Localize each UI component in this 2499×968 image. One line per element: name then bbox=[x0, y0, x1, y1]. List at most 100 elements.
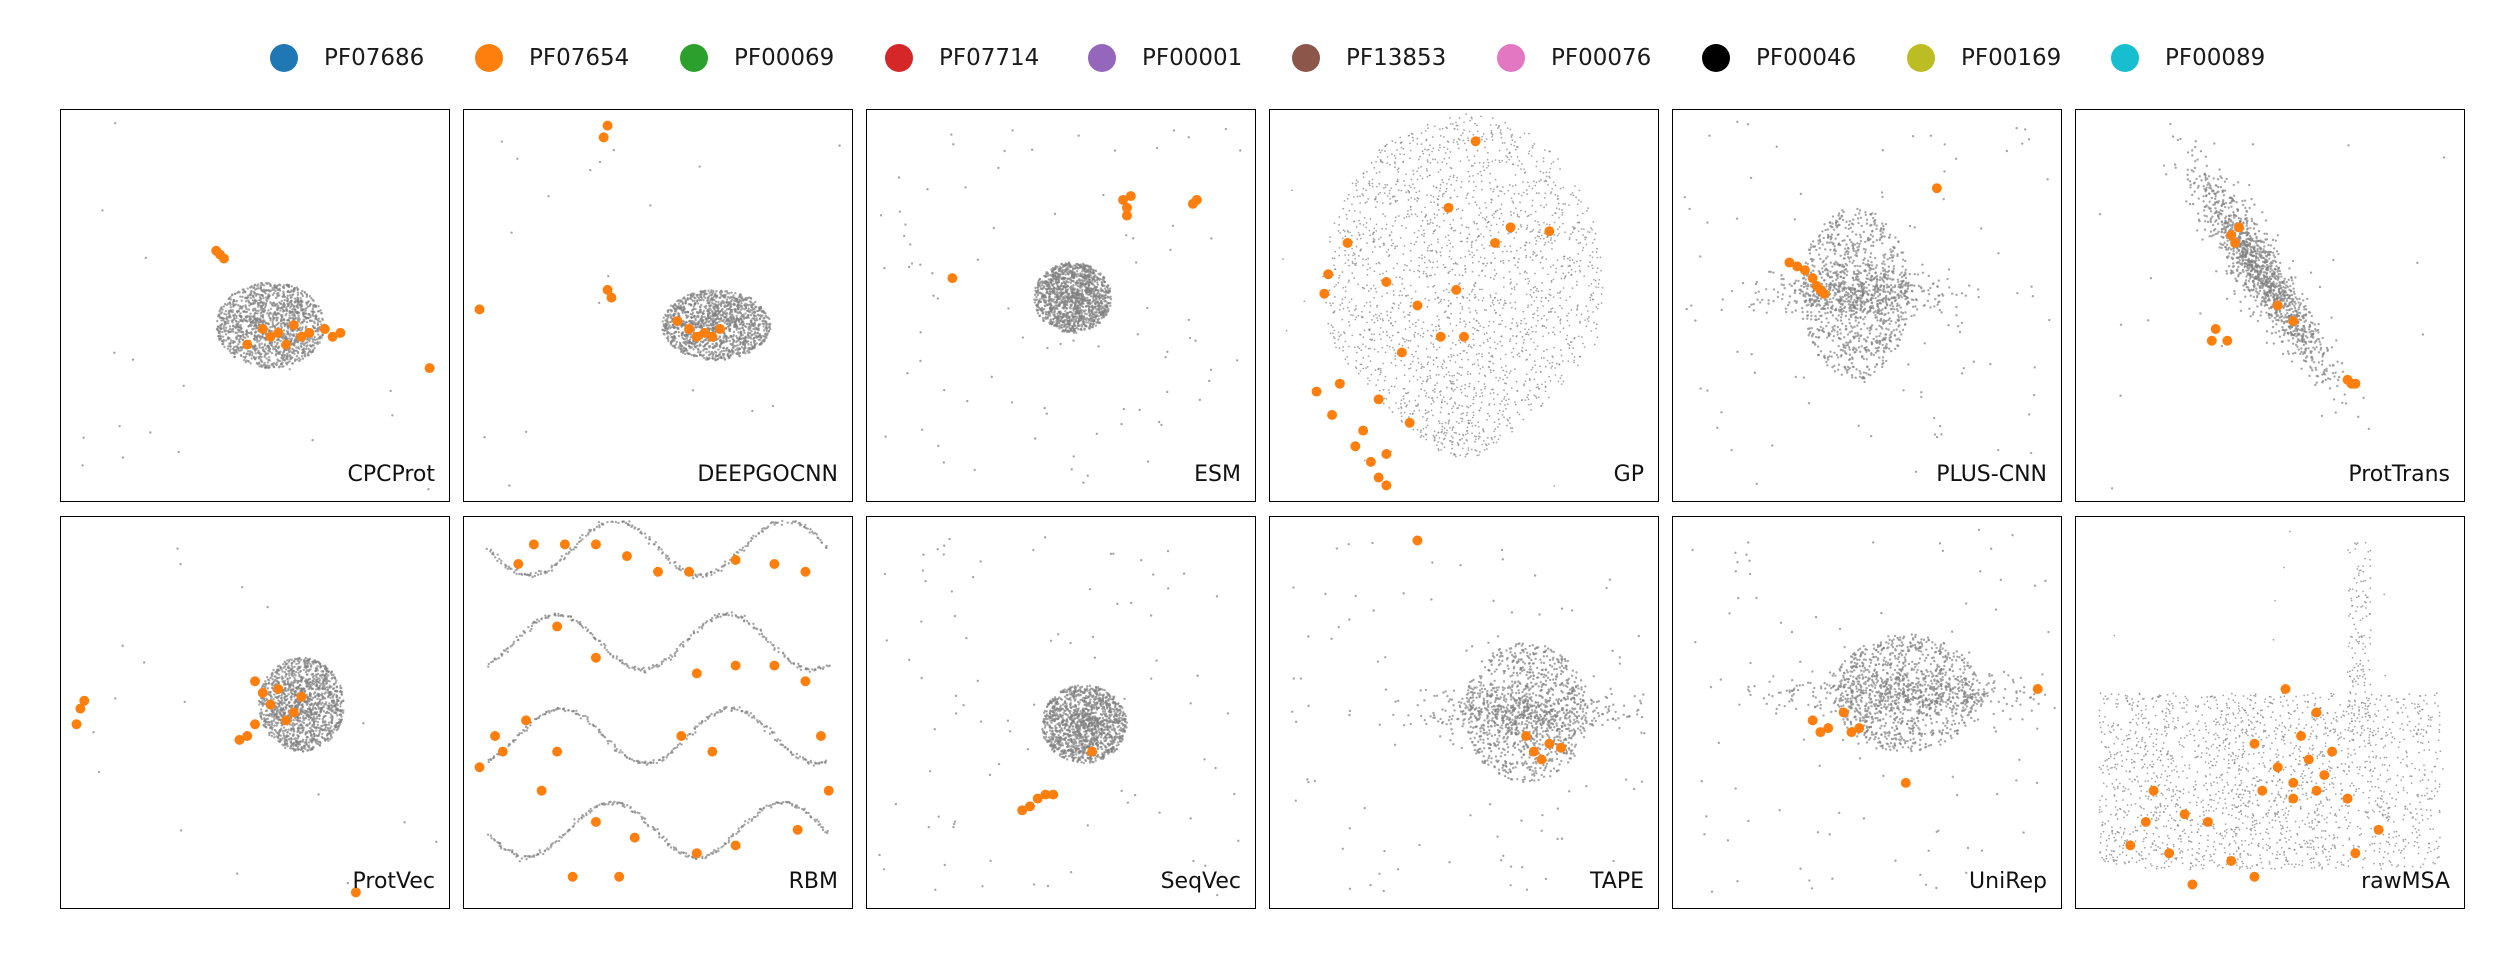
background-point bbox=[1468, 130, 1471, 133]
background-point bbox=[1580, 227, 1583, 230]
background-point bbox=[685, 335, 688, 338]
background-point bbox=[729, 334, 733, 338]
background-point bbox=[316, 310, 320, 313]
background-point bbox=[1339, 304, 1342, 306]
background-point bbox=[677, 330, 681, 334]
background-point bbox=[1106, 310, 1109, 313]
background-point bbox=[1083, 264, 1086, 267]
background-point bbox=[1078, 289, 1081, 292]
background-point bbox=[276, 292, 279, 295]
background-point bbox=[1089, 320, 1093, 323]
background-point bbox=[1386, 195, 1389, 197]
background-point bbox=[1582, 246, 1585, 249]
background-point bbox=[1498, 217, 1501, 220]
background-point bbox=[288, 334, 292, 338]
background-point bbox=[301, 320, 304, 324]
background-point bbox=[1057, 291, 1061, 294]
background-point bbox=[1083, 299, 1087, 303]
background-point bbox=[1103, 304, 1106, 307]
background-point bbox=[263, 306, 267, 309]
background-point bbox=[712, 289, 715, 293]
highlight-point bbox=[602, 120, 613, 131]
background-point bbox=[694, 318, 697, 322]
background-point bbox=[273, 362, 276, 365]
background-point bbox=[768, 317, 771, 321]
background-point bbox=[1108, 287, 1112, 290]
background-point bbox=[252, 345, 255, 348]
background-point bbox=[711, 301, 714, 305]
background-point bbox=[314, 329, 317, 333]
background-point bbox=[1533, 360, 1536, 363]
background-point bbox=[280, 299, 284, 303]
background-point bbox=[1088, 299, 1092, 302]
background-point bbox=[1067, 325, 1071, 328]
background-point bbox=[765, 326, 769, 329]
background-point bbox=[286, 283, 289, 287]
background-point bbox=[1545, 180, 1548, 183]
background-point bbox=[748, 350, 751, 354]
panel-deepgocnn: DEEPGOCNN bbox=[463, 109, 853, 502]
background-point bbox=[1011, 129, 1014, 132]
background-point bbox=[728, 339, 732, 343]
legend-label: PF07654 bbox=[529, 45, 630, 71]
background-point bbox=[1495, 272, 1498, 275]
background-point bbox=[679, 300, 682, 303]
background-point bbox=[1087, 278, 1091, 281]
background-point bbox=[1448, 178, 1450, 181]
background-point bbox=[731, 335, 735, 338]
background-point bbox=[264, 304, 267, 307]
background-point bbox=[1075, 299, 1079, 302]
legend-marker bbox=[1088, 44, 1116, 72]
background-point bbox=[231, 293, 234, 296]
background-point bbox=[713, 307, 716, 310]
background-point bbox=[1090, 311, 1094, 314]
background-point bbox=[1527, 282, 1530, 285]
background-point bbox=[1418, 409, 1421, 412]
background-point bbox=[1409, 208, 1412, 211]
background-point bbox=[1080, 325, 1084, 328]
background-point bbox=[1478, 322, 1480, 325]
background-point bbox=[1076, 281, 1079, 285]
background-point bbox=[722, 349, 726, 353]
background-point bbox=[253, 291, 256, 294]
background-point bbox=[711, 357, 714, 360]
background-point bbox=[290, 304, 293, 308]
background-point bbox=[279, 320, 283, 323]
background-point bbox=[261, 307, 264, 311]
background-point bbox=[665, 319, 668, 322]
background-point bbox=[699, 350, 702, 353]
background-point bbox=[711, 317, 715, 321]
background-point bbox=[765, 329, 768, 333]
background-point bbox=[740, 345, 744, 349]
background-point bbox=[745, 316, 748, 319]
background-point bbox=[696, 311, 699, 315]
background-point bbox=[689, 341, 693, 345]
background-point bbox=[1063, 285, 1066, 289]
background-point bbox=[744, 296, 748, 300]
background-point bbox=[1095, 278, 1099, 282]
background-point bbox=[1041, 316, 1045, 320]
background-point bbox=[1341, 271, 1344, 273]
background-point bbox=[250, 293, 253, 296]
background-point bbox=[907, 265, 911, 269]
background-points bbox=[879, 127, 1242, 484]
background-point bbox=[1003, 149, 1006, 153]
background-point bbox=[1475, 394, 1478, 397]
background-point bbox=[1083, 273, 1086, 276]
background-point bbox=[258, 299, 261, 302]
background-point bbox=[312, 326, 315, 329]
background-point bbox=[285, 308, 289, 311]
background-point bbox=[1352, 196, 1355, 198]
legend-marker bbox=[1907, 44, 1935, 72]
background-point bbox=[274, 345, 277, 348]
background-point bbox=[1373, 348, 1376, 351]
background-point bbox=[1054, 295, 1057, 299]
background-point bbox=[245, 352, 248, 355]
background-point bbox=[1393, 385, 1396, 388]
background-point bbox=[1188, 336, 1192, 340]
background-point bbox=[256, 321, 260, 325]
background-point bbox=[1601, 286, 1604, 289]
background-point bbox=[1420, 211, 1423, 213]
background-point bbox=[1475, 450, 1478, 452]
background-point bbox=[1068, 278, 1072, 281]
